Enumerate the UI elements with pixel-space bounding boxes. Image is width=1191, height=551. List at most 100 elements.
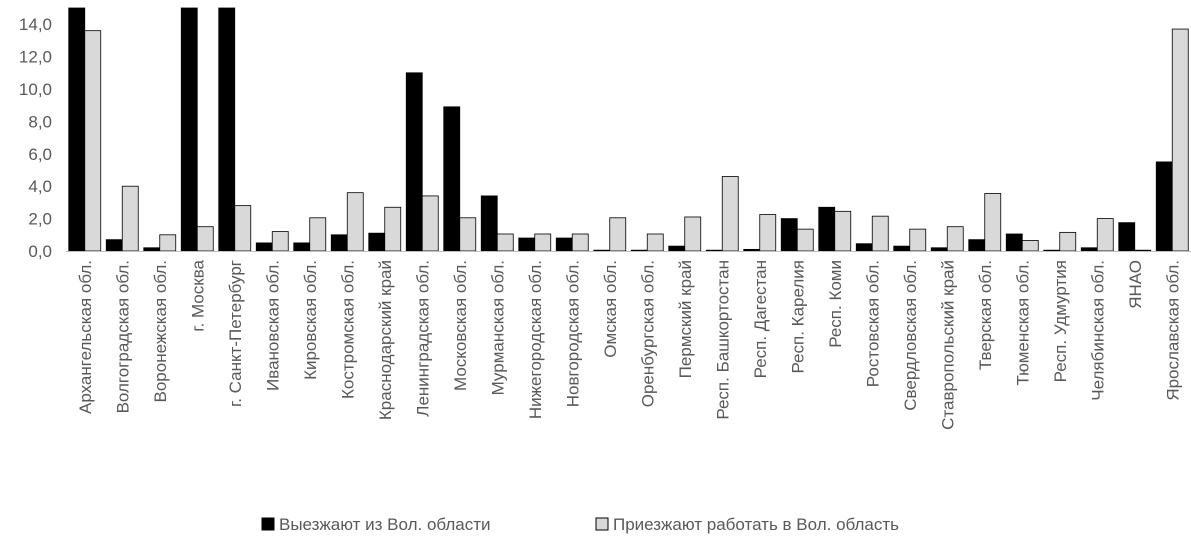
y-tick-label: 6,0 bbox=[28, 145, 52, 164]
bar-outgoing bbox=[1155, 161, 1173, 252]
y-axis: 0,0 2,0 4,0 6,0 8,0 10,0 12,0 14,0 bbox=[19, 15, 52, 261]
bar-incoming bbox=[646, 233, 664, 252]
x-category-label: Костромская обл. bbox=[338, 260, 357, 399]
bar-incoming bbox=[796, 228, 814, 252]
legend: Выезжают из Вол. области Приезжают работ… bbox=[261, 515, 899, 534]
bar-outgoing bbox=[405, 72, 423, 252]
y-tick-label: 14,0 bbox=[19, 15, 52, 34]
bar-incoming bbox=[871, 215, 889, 252]
bar-outgoing bbox=[1080, 247, 1098, 252]
bar-incoming bbox=[459, 217, 477, 252]
legend-label-outgoing: Выезжают из Вол. области bbox=[279, 515, 491, 534]
x-category-label: Свердловская обл. bbox=[901, 260, 920, 411]
bar-outgoing bbox=[668, 245, 686, 252]
legend-swatch-outgoing bbox=[261, 517, 275, 531]
bar-outgoing bbox=[293, 242, 311, 252]
x-category-label: Респ. Башкортостан bbox=[713, 260, 732, 420]
bar-incoming bbox=[684, 216, 702, 252]
x-category-label: Респ. Дагестан bbox=[751, 260, 770, 378]
x-category-label: Московская обл. bbox=[451, 260, 470, 391]
x-category-label: Волгоградская обл. bbox=[113, 260, 132, 413]
bar-outgoing bbox=[480, 195, 498, 252]
bar-incoming bbox=[196, 226, 214, 252]
x-category-label: Ставропольский край bbox=[938, 260, 957, 430]
bar-outgoing bbox=[630, 249, 648, 252]
bar-incoming bbox=[271, 231, 289, 252]
legend-label-incoming: Приезжают работать в Вол. область bbox=[613, 515, 899, 534]
legend-swatch-incoming bbox=[595, 517, 609, 531]
x-category-label: Мурманская обл. bbox=[488, 260, 507, 395]
bar-outgoing bbox=[330, 234, 348, 252]
bar-incoming bbox=[721, 176, 739, 252]
x-category-label: Ивановская обл. bbox=[263, 260, 282, 391]
bar-incoming bbox=[1021, 240, 1039, 252]
bar-incoming bbox=[384, 206, 402, 252]
y-tick-label: 8,0 bbox=[28, 112, 52, 131]
bar-outgoing bbox=[443, 106, 461, 252]
bar-incoming bbox=[534, 233, 552, 252]
bar-outgoing bbox=[930, 247, 948, 252]
bars bbox=[68, 7, 1189, 252]
bar-outgoing bbox=[593, 249, 611, 252]
y-tick-label: 10,0 bbox=[19, 80, 52, 99]
bar-incoming bbox=[1096, 218, 1114, 252]
bar-incoming bbox=[946, 226, 964, 252]
bar-incoming bbox=[759, 214, 777, 252]
y-tick-label: 4,0 bbox=[28, 177, 52, 196]
bar-incoming bbox=[421, 195, 439, 252]
bar-outgoing bbox=[818, 206, 836, 252]
bar-incoming bbox=[496, 233, 514, 252]
x-category-label: Оренбургская обл. bbox=[638, 260, 657, 407]
bar-incoming bbox=[346, 192, 364, 252]
x-category-label: Ярославская обл. bbox=[1163, 260, 1182, 401]
bar-incoming bbox=[234, 205, 252, 252]
bar-outgoing bbox=[705, 249, 723, 252]
x-category-label: Челябинская обл. bbox=[1088, 260, 1107, 401]
bar-outgoing bbox=[518, 237, 536, 252]
x-category-label: Тверская обл. bbox=[976, 260, 995, 370]
bar-outgoing bbox=[1118, 222, 1136, 252]
x-category-label: Краснодарский край bbox=[376, 260, 395, 420]
x-category-label: Пермский край bbox=[676, 260, 695, 378]
x-category-label: Нижегородская обл. bbox=[526, 260, 545, 419]
bar-outgoing bbox=[743, 248, 761, 252]
bar-outgoing bbox=[143, 247, 161, 252]
x-category-label: Респ. Коми bbox=[826, 260, 845, 348]
bar-outgoing bbox=[780, 218, 798, 252]
x-category-label: г. Санкт-Петербург bbox=[226, 260, 245, 407]
x-category-label: ЯНАО bbox=[1126, 260, 1145, 309]
bar-incoming bbox=[609, 217, 627, 252]
x-category-label: Тюменская обл. bbox=[1013, 260, 1032, 386]
x-axis: Архангельская обл. Волгоградская обл. Воро… bbox=[66, 251, 1191, 430]
bar-outgoing bbox=[180, 7, 198, 252]
bar-outgoing bbox=[968, 239, 986, 252]
x-category-label: Ленинградская обл. bbox=[413, 260, 432, 417]
y-tick-label: 2,0 bbox=[28, 210, 52, 229]
bar-incoming bbox=[309, 217, 327, 252]
bar-outgoing bbox=[855, 243, 873, 252]
x-category-label: Омская обл. bbox=[601, 260, 620, 358]
bar-incoming bbox=[1171, 28, 1189, 252]
bar-incoming bbox=[834, 210, 852, 252]
bar-outgoing bbox=[68, 7, 86, 252]
bar-outgoing bbox=[105, 239, 123, 252]
bar-outgoing bbox=[893, 245, 911, 252]
x-category-label: Архангельская обл. bbox=[76, 260, 95, 414]
bar-incoming bbox=[571, 233, 589, 252]
x-category-label: Ростовская обл. bbox=[863, 260, 882, 387]
x-category-label: Воронежская обл. bbox=[151, 260, 170, 403]
bar-incoming bbox=[984, 193, 1002, 252]
bar-outgoing bbox=[255, 242, 273, 252]
bar-incoming bbox=[84, 30, 102, 252]
bar-incoming bbox=[1134, 249, 1152, 252]
x-category-label: Кировская обл. bbox=[301, 260, 320, 380]
bar-incoming bbox=[909, 228, 927, 252]
bar-incoming bbox=[121, 185, 139, 252]
bar-incoming bbox=[159, 234, 177, 252]
bar-outgoing bbox=[368, 232, 386, 252]
x-category-label: г. Москва bbox=[188, 259, 207, 331]
x-category-label: Респ. Удмуртия bbox=[1051, 260, 1070, 382]
bar-outgoing bbox=[218, 7, 236, 252]
y-tick-label: 12,0 bbox=[19, 48, 52, 67]
